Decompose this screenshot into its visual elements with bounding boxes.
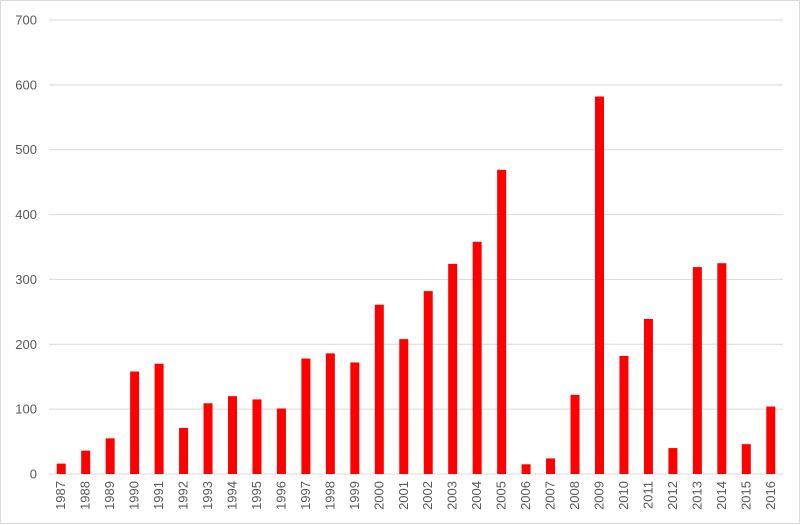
- x-tick-label: 1996: [273, 481, 288, 510]
- x-tick-label: 2009: [592, 481, 607, 510]
- bar-2005: [497, 169, 507, 474]
- x-tick-label: 2004: [469, 481, 484, 510]
- bar-1991: [154, 363, 164, 474]
- y-tick-label: 400: [15, 207, 37, 222]
- bar-2014: [717, 263, 727, 474]
- y-tick-label: 0: [30, 467, 37, 482]
- bar-1987: [56, 463, 66, 474]
- bar-2000: [374, 304, 384, 474]
- x-tick-label: 2007: [543, 481, 558, 510]
- x-tick-label: 2002: [420, 481, 435, 510]
- y-tick-label: 500: [15, 142, 37, 157]
- x-tick-label: 1988: [78, 481, 93, 510]
- bar-2013: [692, 267, 702, 474]
- x-tick-label: 2014: [714, 481, 729, 510]
- bar-2011: [643, 318, 653, 474]
- bar-1997: [301, 358, 311, 474]
- y-tick-label: 600: [15, 77, 37, 92]
- bar-1995: [252, 399, 262, 474]
- bar-2004: [472, 241, 482, 474]
- y-tick-label: 100: [15, 402, 37, 417]
- bar-1990: [130, 371, 140, 474]
- bars: [56, 96, 776, 474]
- x-tick-label: 2012: [665, 481, 680, 510]
- x-tick-label: 2005: [494, 481, 509, 510]
- bar-1993: [203, 403, 213, 474]
- x-tick-label: 2011: [640, 481, 655, 509]
- bar-1989: [105, 438, 115, 474]
- bar-1988: [81, 450, 91, 474]
- gridlines: [49, 19, 783, 475]
- bar-1994: [228, 396, 237, 474]
- x-tick-label: 1990: [127, 481, 142, 510]
- x-tick-label: 1992: [176, 481, 191, 510]
- x-tick-label: 1993: [200, 481, 215, 510]
- bar-2002: [423, 291, 433, 474]
- x-tick-label: 2010: [616, 481, 631, 510]
- x-tick-label: 1991: [151, 481, 166, 510]
- x-tick-label: 2001: [396, 481, 411, 510]
- y-tick-label: 300: [15, 272, 37, 287]
- bar-1996: [276, 408, 286, 474]
- x-tick-label: 2000: [371, 481, 386, 510]
- bar-2007: [546, 458, 556, 474]
- y-tick-label: 700: [15, 13, 37, 28]
- y-tick-label: 200: [15, 337, 37, 352]
- x-tick-label: 1999: [347, 481, 362, 510]
- x-tick-label: 1987: [53, 481, 68, 510]
- x-tick-label: 1998: [322, 481, 337, 510]
- x-tick-label: 2013: [689, 481, 704, 510]
- y-axis-tick-labels: 0 100 200 300 400 500 600 700: [15, 13, 37, 482]
- x-tick-label: 2015: [738, 481, 753, 510]
- bar-2010: [619, 355, 629, 474]
- x-axis-tick-labels: 1987 1988 1989 1990 1991 1992 1993 1994 1995 1996…: [53, 481, 778, 510]
- x-tick-label: 2006: [518, 481, 533, 510]
- bar-2006: [521, 464, 531, 474]
- x-tick-label: 1994: [225, 481, 240, 510]
- x-tick-label: 1997: [298, 481, 313, 510]
- bar-2012: [668, 448, 678, 474]
- bar-2016: [766, 406, 776, 474]
- bar-2001: [399, 339, 409, 474]
- x-tick-label: 2016: [763, 481, 778, 510]
- bar-1999: [350, 362, 360, 474]
- bar-2009: [595, 96, 604, 474]
- x-tick-label: 2003: [445, 481, 460, 510]
- bar-2008: [570, 394, 580, 474]
- bar-1992: [179, 427, 189, 474]
- x-tick-label: 1989: [102, 481, 117, 510]
- bar-1998: [325, 353, 335, 474]
- bar-2015: [741, 444, 751, 474]
- bar-2003: [448, 263, 458, 474]
- x-tick-label: 1995: [249, 481, 264, 510]
- x-tick-label: 2008: [567, 481, 582, 510]
